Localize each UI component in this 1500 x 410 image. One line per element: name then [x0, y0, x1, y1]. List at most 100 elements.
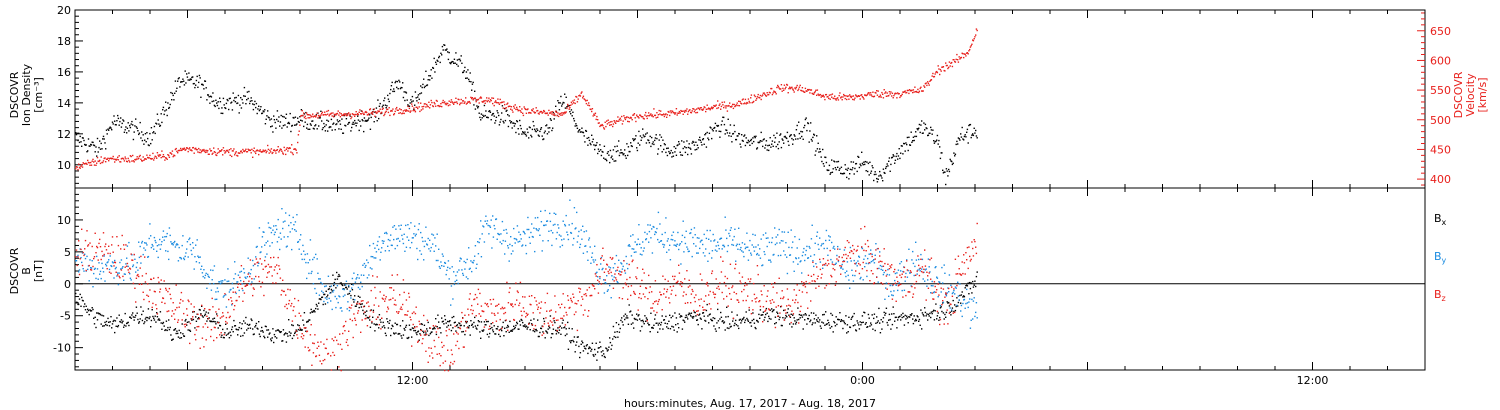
data-point: [339, 112, 341, 114]
data-point: [132, 316, 135, 318]
data-point: [723, 101, 726, 103]
data-point: [318, 298, 321, 300]
data-point: [609, 267, 612, 269]
data-point: [470, 320, 472, 322]
data-point: [793, 317, 795, 319]
data-point: [599, 125, 601, 128]
data-point: [932, 310, 934, 313]
data-point: [214, 298, 216, 301]
data-point: [740, 146, 742, 148]
data-point: [886, 92, 888, 94]
data-point: [841, 320, 843, 322]
data-point: [969, 123, 972, 126]
data-point: [546, 112, 549, 114]
data-point: [142, 253, 144, 256]
data-point: [880, 319, 882, 321]
data-point: [322, 291, 324, 294]
data-point: [624, 155, 627, 157]
data-point: [111, 158, 113, 160]
data-point: [301, 329, 303, 331]
data-point: [219, 97, 221, 99]
data-point: [837, 160, 840, 163]
data-point: [423, 103, 426, 105]
data-point: [208, 153, 210, 155]
data-point: [595, 118, 597, 121]
data-point: [407, 224, 409, 226]
data-point: [86, 255, 88, 258]
data-point: [93, 144, 96, 147]
data-point: [264, 149, 267, 151]
data-point: [127, 265, 129, 268]
data-point: [762, 145, 764, 148]
data-point: [489, 226, 492, 228]
data-point: [687, 110, 690, 113]
data-point: [255, 102, 258, 105]
data-point: [148, 317, 150, 320]
data-point: [617, 116, 619, 118]
data-point: [94, 160, 96, 162]
data-point: [861, 247, 864, 250]
data-point: [686, 108, 688, 110]
data-point: [78, 273, 81, 276]
data-point: [162, 156, 164, 158]
data-point: [144, 318, 147, 320]
data-point: [765, 313, 767, 316]
data-point: [584, 141, 586, 143]
data-point: [237, 281, 239, 283]
data-point: [156, 152, 159, 154]
data-point: [804, 254, 807, 256]
data-point: [393, 333, 396, 335]
data-point: [339, 120, 341, 122]
data-point: [94, 232, 96, 234]
data-point: [92, 141, 94, 144]
data-point: [122, 266, 124, 268]
data-point: [153, 319, 156, 321]
data-point: [279, 125, 281, 127]
data-point: [457, 65, 459, 67]
data-point: [401, 337, 403, 339]
data-point: [837, 166, 839, 168]
data-point: [536, 229, 538, 231]
data-point: [645, 238, 648, 240]
data-point: [747, 139, 750, 142]
data-point: [393, 113, 396, 115]
data-point: [514, 326, 516, 329]
data-point: [538, 228, 540, 230]
data-point: [895, 92, 897, 95]
data-point: [663, 246, 665, 248]
data-point: [698, 237, 700, 239]
data-point: [864, 323, 867, 325]
data-point: [103, 325, 105, 327]
data-point: [375, 323, 378, 325]
data-point: [709, 229, 711, 232]
data-point: [839, 248, 841, 250]
data-point: [832, 168, 834, 170]
data-point: [381, 112, 383, 114]
data-point: [142, 156, 144, 158]
data-point: [299, 124, 301, 126]
data-point: [270, 126, 272, 128]
data-point: [551, 244, 553, 247]
data-point: [839, 92, 841, 94]
data-point: [243, 268, 245, 270]
data-point: [621, 317, 623, 319]
data-point: [343, 113, 345, 115]
data-point: [198, 81, 200, 84]
data-point: [892, 306, 894, 308]
data-point: [761, 95, 763, 97]
data-point: [460, 324, 462, 327]
data-point: [525, 108, 527, 111]
data-point: [491, 247, 493, 249]
data-point: [705, 146, 708, 148]
data-point: [600, 351, 603, 353]
data-point: [751, 244, 753, 246]
data-point: [337, 121, 339, 123]
data-point: [131, 160, 133, 162]
data-point: [493, 325, 495, 327]
data-point: [860, 324, 862, 326]
data-point: [673, 244, 675, 246]
data-point: [120, 117, 122, 119]
data-point: [654, 137, 657, 139]
data-point: [527, 326, 529, 328]
data-point: [340, 128, 342, 130]
